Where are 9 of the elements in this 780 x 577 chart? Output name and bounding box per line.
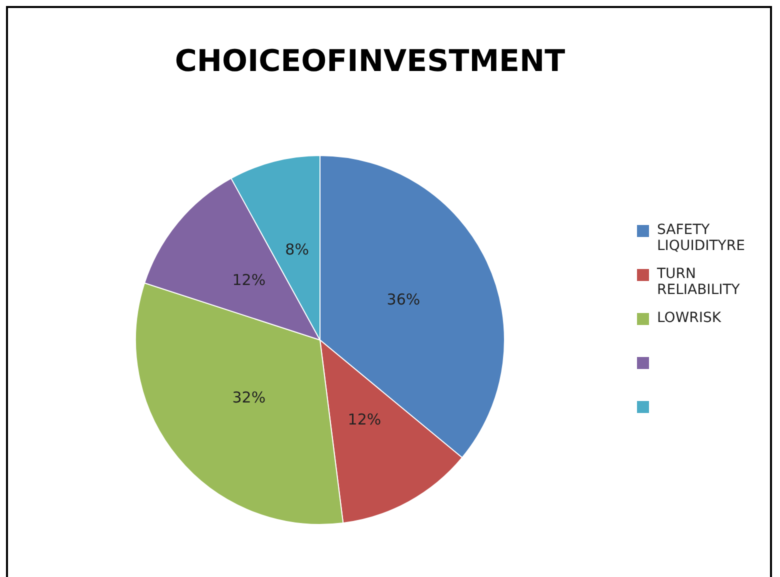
legend-label: LOWRISK bbox=[657, 310, 722, 326]
legend-label: TURN RELIABILITY bbox=[657, 266, 741, 298]
data-label: 12% bbox=[348, 410, 382, 429]
data-label: 12% bbox=[232, 271, 266, 290]
chart-title: CHOICEOFINVESTMENT bbox=[174, 44, 566, 79]
data-label: 8% bbox=[285, 240, 309, 259]
legend-label: SAFETY LIQUIDITYRE bbox=[657, 222, 746, 254]
data-label: 32% bbox=[232, 388, 266, 407]
data-label: 36% bbox=[386, 290, 420, 309]
